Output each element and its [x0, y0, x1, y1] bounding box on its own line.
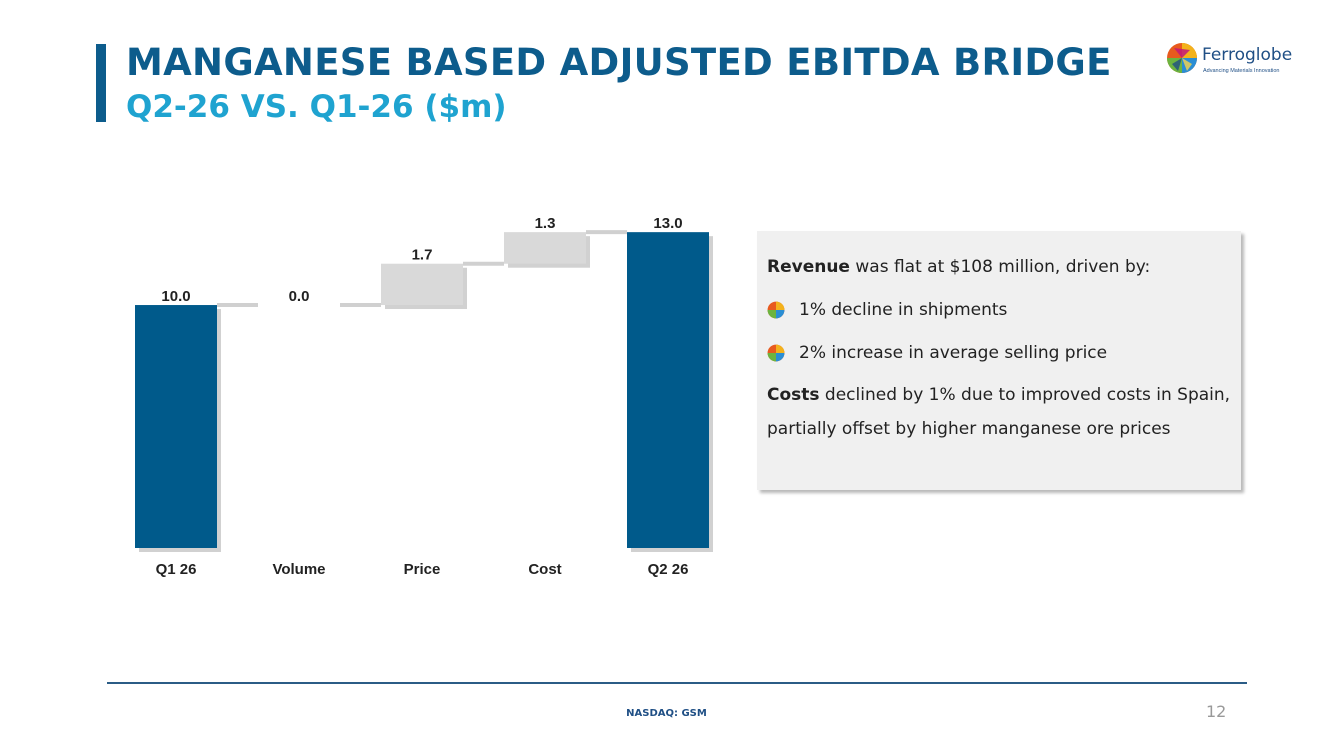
revenue-label: Revenue [767, 257, 850, 277]
data-label: 13.0 [653, 215, 682, 232]
commentary-box: Revenue was flat at $108 million, driven… [757, 231, 1241, 490]
logo-tagline: Advancing Materials Innovation [1203, 68, 1280, 74]
data-label: 0.0 [289, 288, 310, 305]
page-subtitle: Q2-26 VS. Q1-26 ($m) [126, 89, 507, 125]
bar-cost [504, 232, 586, 264]
ebitda-bridge-chart-svg: 10.0 Q1 26 0.0 Volume 1.7 Price 1.3 Cost 13.0 Q2 … [135, 215, 713, 578]
company-logo: Ferroglobe Advancing Materials Innovatio… [1166, 42, 1296, 78]
logo-name: Ferroglobe [1202, 45, 1293, 65]
footer-ticker: NASDAQ: GSM [626, 708, 707, 719]
x-tick-label: Cost [528, 561, 561, 578]
revenue-summary: Revenue was flat at $108 million, driven… [767, 253, 1231, 281]
costs-text: declined by 1% due to improved costs in … [767, 385, 1231, 439]
data-label: 1.3 [535, 215, 556, 232]
x-tick-label: Q1 26 [156, 561, 197, 578]
bar-q1-26 [135, 305, 217, 548]
ferroglobe-globe-icon [1167, 43, 1197, 73]
revenue-text: was flat at $108 million, driven by: [849, 257, 1151, 277]
page-number: 12 [1206, 702, 1227, 721]
costs-label: Costs [767, 385, 820, 405]
bullet-text: 1% decline in shipments [799, 300, 1008, 320]
costs-summary: Costs declined by 1% due to improved cos… [767, 378, 1231, 446]
title-accent-bar [96, 44, 106, 122]
x-tick-label: Volume [272, 561, 325, 578]
x-tick-label: Price [404, 561, 441, 578]
list-item: 2% increase in average selling price [767, 339, 1231, 367]
data-label: 1.7 [412, 247, 433, 264]
bar-q2-26 [627, 232, 709, 549]
x-tick-label: Q2 26 [648, 561, 689, 578]
footer-divider [107, 682, 1247, 684]
ebitda-bridge-chart: 10.0 Q1 26 0.0 Volume 1.7 Price 1.3 Cost 13.0 Q2 … [110, 200, 730, 600]
page-title: MANGANESE BASED ADJUSTED EBITDA BRIDGE [126, 41, 1112, 84]
data-label: 10.0 [161, 288, 190, 305]
ferroglobe-globe-icon [767, 301, 785, 319]
bar-price [381, 263, 463, 306]
list-item: 1% decline in shipments [767, 296, 1231, 324]
ferroglobe-globe-icon [767, 344, 785, 362]
bullet-text: 2% increase in average selling price [799, 343, 1108, 363]
